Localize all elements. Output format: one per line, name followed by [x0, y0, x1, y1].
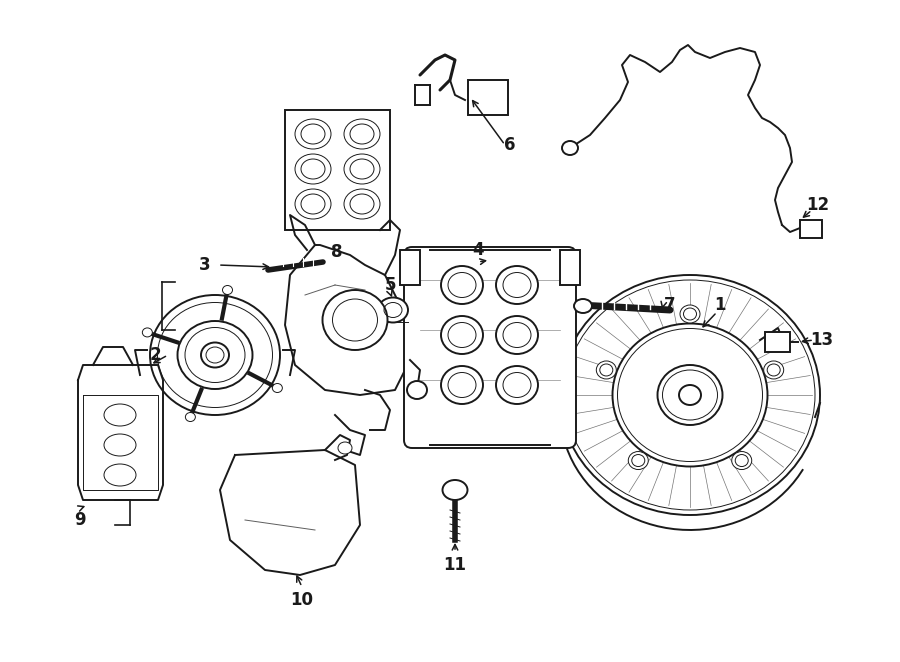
Ellipse shape — [273, 383, 283, 393]
Ellipse shape — [378, 297, 408, 322]
Ellipse shape — [295, 154, 331, 184]
Polygon shape — [83, 395, 158, 490]
Ellipse shape — [732, 451, 752, 469]
Ellipse shape — [142, 328, 152, 337]
Bar — [285, 110, 390, 230]
Ellipse shape — [496, 366, 538, 404]
Ellipse shape — [613, 324, 768, 467]
Ellipse shape — [441, 366, 483, 404]
Text: 5: 5 — [384, 276, 396, 294]
Ellipse shape — [562, 141, 578, 155]
Text: 8: 8 — [331, 243, 343, 261]
Ellipse shape — [177, 321, 253, 389]
Polygon shape — [285, 245, 410, 395]
Ellipse shape — [104, 404, 136, 426]
Ellipse shape — [104, 434, 136, 456]
Text: 11: 11 — [444, 556, 466, 574]
Text: 3: 3 — [199, 256, 211, 274]
Ellipse shape — [658, 365, 723, 425]
Polygon shape — [220, 450, 360, 575]
Ellipse shape — [338, 442, 352, 454]
Ellipse shape — [222, 285, 232, 295]
Text: 1: 1 — [715, 296, 725, 314]
Ellipse shape — [441, 266, 483, 304]
Ellipse shape — [597, 361, 617, 379]
Bar — [468, 80, 508, 115]
Ellipse shape — [441, 316, 483, 354]
FancyBboxPatch shape — [404, 247, 576, 448]
Ellipse shape — [295, 189, 331, 219]
Ellipse shape — [407, 381, 427, 399]
Ellipse shape — [443, 480, 467, 500]
Text: 9: 9 — [74, 511, 86, 529]
Bar — [560, 250, 580, 285]
Ellipse shape — [344, 189, 380, 219]
Polygon shape — [78, 365, 163, 500]
Ellipse shape — [295, 119, 331, 149]
Ellipse shape — [150, 295, 280, 415]
Ellipse shape — [680, 305, 700, 323]
Ellipse shape — [201, 342, 229, 367]
Text: 12: 12 — [806, 196, 830, 214]
Text: 4: 4 — [472, 241, 484, 259]
Text: 7: 7 — [664, 296, 676, 314]
Bar — [765, 332, 790, 352]
Bar — [400, 250, 420, 285]
Ellipse shape — [344, 119, 380, 149]
Text: 13: 13 — [810, 331, 833, 349]
Ellipse shape — [628, 451, 648, 469]
Bar — [800, 220, 822, 238]
Text: 10: 10 — [291, 591, 313, 609]
Ellipse shape — [322, 290, 388, 350]
Ellipse shape — [560, 275, 820, 515]
Ellipse shape — [496, 316, 538, 354]
Ellipse shape — [574, 299, 592, 313]
Ellipse shape — [104, 464, 136, 486]
Text: 6: 6 — [504, 136, 516, 154]
Ellipse shape — [185, 412, 195, 422]
Text: 2: 2 — [149, 346, 161, 364]
Ellipse shape — [764, 361, 784, 379]
Ellipse shape — [496, 266, 538, 304]
Ellipse shape — [344, 154, 380, 184]
